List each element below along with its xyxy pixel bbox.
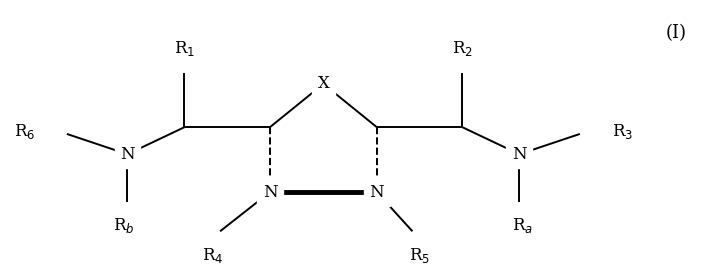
Text: N: N (512, 146, 526, 163)
Text: N: N (120, 146, 135, 163)
Text: $\mathregular{R}_{5}$: $\mathregular{R}_{5}$ (409, 246, 430, 265)
Text: $\mathregular{R}_{1}$: $\mathregular{R}_{1}$ (174, 39, 195, 58)
Text: (I): (I) (666, 24, 686, 43)
Text: N: N (263, 184, 277, 201)
Text: $\mathregular{R}_{2}$: $\mathregular{R}_{2}$ (452, 39, 472, 58)
Text: $\mathregular{R}_{3}$: $\mathregular{R}_{3}$ (612, 122, 633, 141)
Text: $\mathregular{R}_{6}$: $\mathregular{R}_{6}$ (14, 122, 35, 141)
Text: $\mathregular{R}_{b}$: $\mathregular{R}_{b}$ (113, 216, 135, 235)
Text: $\mathregular{R}_{4}$: $\mathregular{R}_{4}$ (202, 246, 223, 265)
Text: X: X (317, 75, 330, 92)
Text: N: N (370, 184, 384, 201)
Text: $\mathregular{R}_{a}$: $\mathregular{R}_{a}$ (513, 216, 533, 235)
